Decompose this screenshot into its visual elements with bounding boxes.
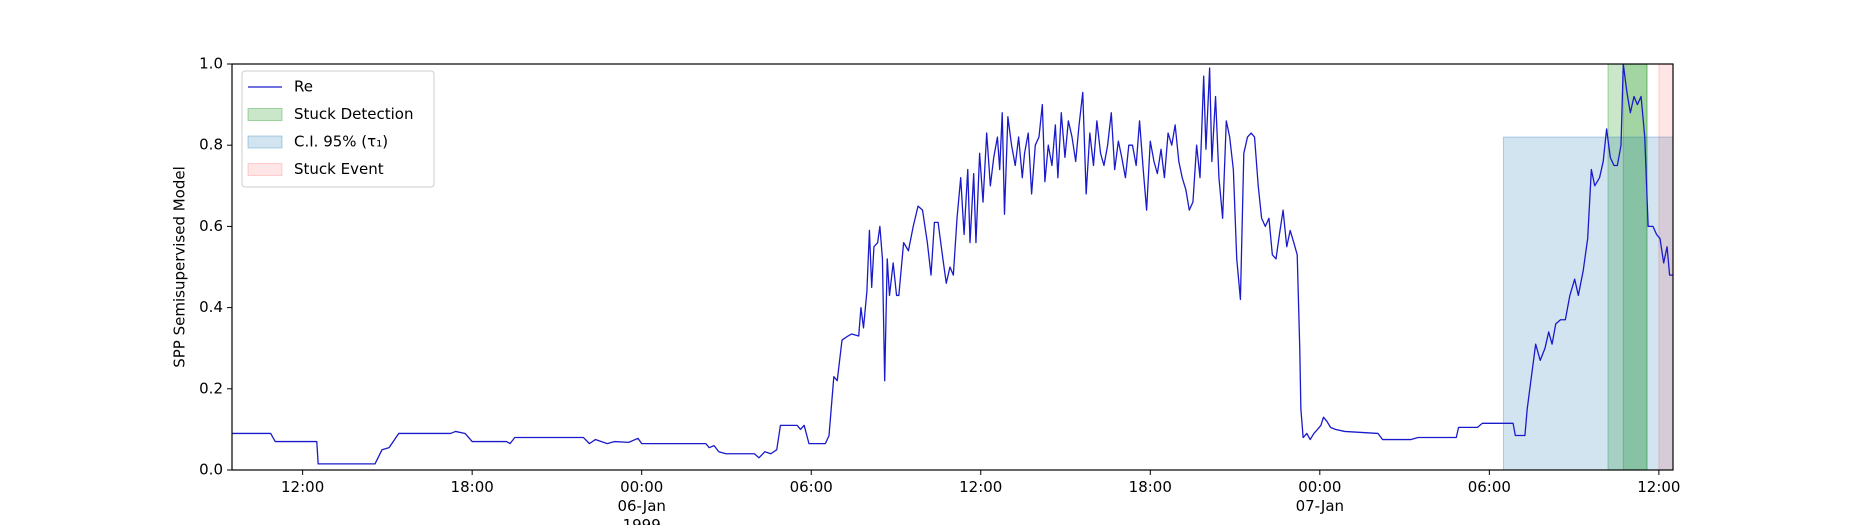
span [1658, 64, 1673, 470]
x-tick-label: 06:00 [790, 478, 833, 496]
y-tick-label: 0.6 [199, 217, 223, 235]
legend-label: Stuck Event [294, 160, 384, 178]
legend-patch [247, 163, 283, 176]
x-tick-label: 06:00 [1468, 478, 1511, 496]
x-tick-label: 18:00 [451, 478, 494, 496]
legend-patch [247, 135, 283, 149]
lines [232, 64, 1673, 465]
x-tick-label: 00:00 07-Jan [1296, 478, 1344, 515]
y-tick-label: 0.0 [199, 461, 223, 479]
y-tick-label: 0.4 [199, 298, 223, 316]
x-tick-label: 12:00 [281, 478, 324, 496]
legend: Re Stuck Detection C.I. 95% (τ₁) Stuck Even… [241, 70, 435, 188]
y-tick-label: 0.8 [199, 136, 223, 154]
x-tick-label: 00:00 06-Jan 1999 [617, 478, 665, 525]
legend-label: C.I. 95% (τ₁) [294, 133, 388, 151]
span [1502, 136, 1673, 470]
x-tick-label: 18:00 [1129, 478, 1172, 496]
span [1607, 64, 1648, 470]
x-tick-label: 12:00 [1637, 478, 1680, 496]
legend-label: Stuck Detection [294, 105, 413, 123]
y-tick-label: 0.2 [199, 379, 223, 397]
legend-label: Re [294, 78, 313, 96]
y-tick-label: 1.0 [199, 55, 223, 73]
legend-box [241, 70, 435, 188]
data-line [232, 64, 1673, 465]
legend-patch [247, 108, 283, 121]
x-tick-label: 12:00 [959, 478, 1002, 496]
axes-frame [231, 63, 1674, 471]
spans [1502, 64, 1673, 470]
span [1622, 64, 1648, 470]
y-axis-label: SPP Semisupervised Model [171, 166, 189, 368]
